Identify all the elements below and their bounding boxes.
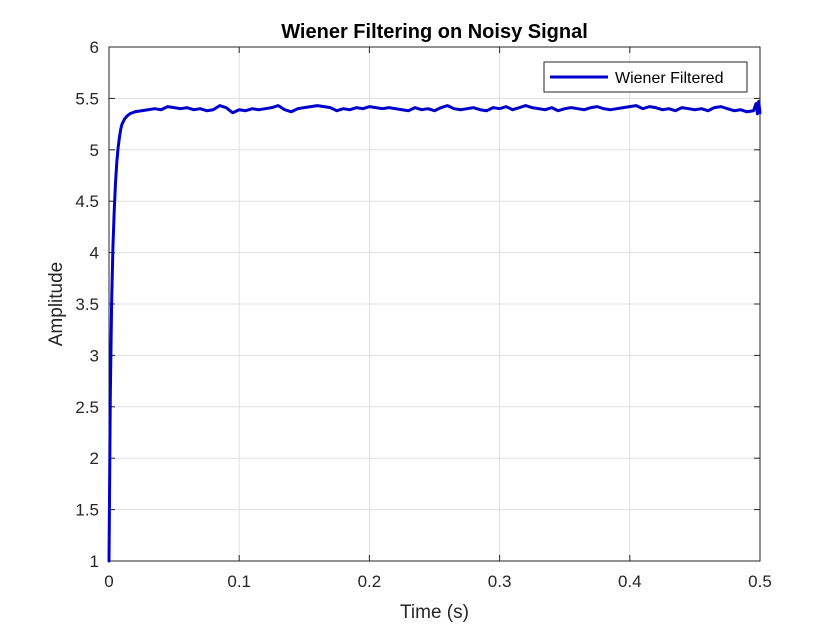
- x-tick-label: 0: [104, 572, 113, 591]
- legend: Wiener Filtered: [543, 61, 748, 93]
- y-tick-label: 1: [90, 552, 99, 571]
- grid-layer: [109, 47, 760, 561]
- y-tick-label: 4.5: [75, 192, 99, 211]
- y-tick-label: 1.5: [75, 501, 99, 520]
- series-layer: [107, 99, 762, 563]
- x-tick-label: 0.3: [488, 572, 512, 591]
- ticks-layer: 0 0.1 0.2 0.3 0.4 0.5 1 1.5 2 2.5 3 3.5 4 4.5 5 5.5 6: [75, 38, 771, 591]
- y-tick-label: 4: [90, 244, 99, 263]
- legend-label-wiener-filtered: Wiener Filtered: [615, 70, 723, 87]
- legend-box: [543, 61, 748, 93]
- series-line-wiener-filtered: [107, 99, 762, 563]
- x-axis-label: Time (s): [400, 602, 469, 623]
- y-tick-label: 3: [90, 346, 99, 365]
- x-tick-label: 0.1: [227, 572, 251, 591]
- y-tick-label: 3.5: [75, 295, 99, 314]
- x-tick-label: 0.2: [358, 572, 382, 591]
- x-tick-label: 0.5: [748, 572, 772, 591]
- y-tick-label: 5: [90, 141, 99, 160]
- x-tick-label: 0.4: [618, 572, 642, 591]
- y-tick-label: 6: [90, 38, 99, 57]
- y-tick-label: 2: [90, 449, 99, 468]
- y-axis-label: Amplitude: [46, 262, 67, 347]
- chart-title: Wiener Filtering on Noisy Signal: [281, 21, 588, 43]
- y-tick-label: 5.5: [75, 89, 99, 108]
- y-tick-label: 2.5: [75, 398, 99, 417]
